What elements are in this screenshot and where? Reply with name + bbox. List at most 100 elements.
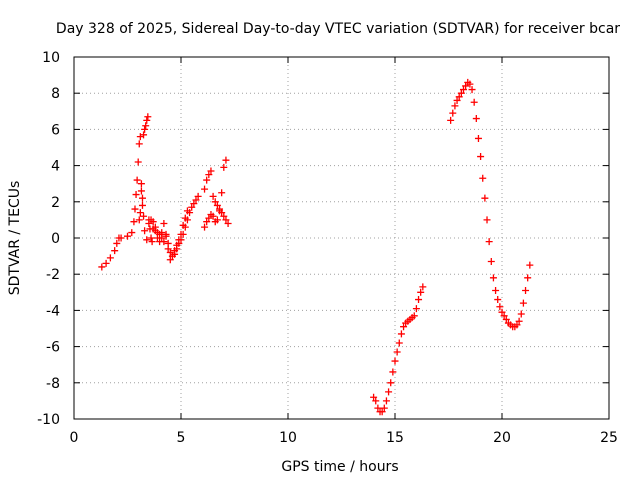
- data-point: [513, 321, 521, 329]
- data-point: [140, 131, 148, 139]
- data-point: [132, 191, 140, 199]
- data-point: [502, 315, 510, 323]
- data-point: [175, 236, 183, 244]
- y-tick-label: 2: [51, 195, 60, 211]
- data-point: [205, 171, 213, 179]
- y-tick-label: -2: [46, 267, 60, 283]
- data-point: [149, 218, 157, 226]
- data-point: [138, 201, 146, 209]
- data-point: [102, 259, 110, 267]
- data-point: [466, 80, 474, 88]
- data-point: [156, 230, 164, 238]
- data-point: [135, 140, 143, 148]
- data-point: [487, 258, 495, 266]
- data-point: [468, 86, 476, 94]
- y-tick-label: -6: [46, 340, 60, 356]
- data-point: [216, 205, 224, 213]
- y-tick-label: 4: [51, 159, 60, 175]
- data-point: [188, 203, 196, 211]
- data-point: [457, 89, 465, 97]
- data-point: [489, 274, 497, 282]
- data-point: [173, 241, 181, 249]
- data-point: [207, 167, 215, 175]
- x-tick-label: 15: [386, 430, 404, 446]
- data-point: [397, 330, 405, 338]
- data-point: [201, 185, 209, 193]
- data-point: [148, 238, 156, 246]
- data-point: [141, 125, 149, 133]
- data-point: [211, 198, 219, 206]
- chart-title: Day 328 of 2025, Sidereal Day-to-day VTE…: [56, 21, 620, 37]
- data-point: [519, 299, 527, 307]
- data-point: [164, 245, 172, 253]
- y-tick-label: -10: [37, 412, 60, 428]
- data-point: [374, 404, 382, 412]
- data-point: [209, 192, 217, 200]
- y-tick-label: 8: [51, 86, 60, 102]
- data-point: [498, 308, 506, 316]
- data-point: [166, 248, 174, 256]
- data-point: [410, 312, 418, 320]
- data-point: [203, 176, 211, 184]
- data-point: [213, 216, 221, 224]
- data-point: [141, 227, 149, 235]
- data-point: [218, 209, 226, 217]
- data-point: [522, 286, 530, 294]
- data-point: [500, 312, 508, 320]
- data-point: [209, 212, 217, 220]
- data-point: [151, 223, 159, 231]
- data-point: [117, 234, 125, 242]
- data-point: [526, 261, 534, 269]
- data-point: [137, 187, 145, 195]
- data-points: [98, 78, 534, 416]
- data-point: [147, 234, 155, 242]
- data-point: [160, 238, 168, 246]
- data-point: [179, 221, 187, 229]
- data-point: [162, 232, 170, 240]
- data-point: [453, 96, 461, 104]
- data-point: [472, 115, 480, 123]
- data-point: [124, 232, 131, 240]
- data-point: [395, 339, 403, 347]
- data-point: [177, 230, 185, 238]
- axis-ticks: 0 5 10 15 20 25 -10 -8 -6 -4 -2 0 2 4 6 8 10: [37, 50, 618, 446]
- data-point: [183, 207, 191, 215]
- data-point: [485, 238, 493, 246]
- data-point: [382, 397, 390, 405]
- data-point: [113, 239, 121, 247]
- x-tick-label: 25: [600, 430, 618, 446]
- y-tick-label: -4: [46, 303, 60, 319]
- data-point: [106, 254, 114, 262]
- data-point: [378, 408, 386, 416]
- data-point: [389, 368, 397, 376]
- y-tick-label: 0: [51, 231, 60, 247]
- x-tick-label: 20: [493, 430, 511, 446]
- data-point: [415, 296, 423, 304]
- data-point: [222, 216, 230, 224]
- data-point: [470, 98, 478, 106]
- data-point: [138, 194, 146, 202]
- x-tick-label: 10: [279, 430, 297, 446]
- data-point: [160, 220, 168, 228]
- y-tick-label: 10: [42, 50, 60, 66]
- data-point: [451, 102, 459, 110]
- data-point: [517, 310, 525, 318]
- data-point: [496, 303, 504, 311]
- x-axis-label: GPS time / hours: [281, 459, 398, 475]
- data-point: [140, 212, 148, 220]
- data-point: [220, 163, 228, 171]
- data-point: [419, 283, 427, 291]
- data-point: [370, 393, 378, 401]
- data-point: [158, 234, 166, 242]
- data-point: [213, 201, 221, 209]
- data-point: [380, 404, 388, 412]
- data-point: [98, 263, 106, 271]
- data-point: [203, 218, 211, 226]
- data-point: [145, 220, 153, 228]
- y-axis-label: SDTVAR / TECUs: [7, 181, 23, 296]
- data-point: [130, 218, 138, 226]
- data-point: [142, 122, 150, 130]
- data-point: [201, 223, 209, 231]
- data-point: [166, 256, 174, 264]
